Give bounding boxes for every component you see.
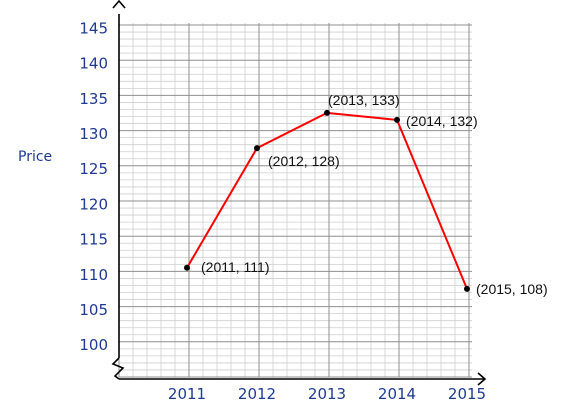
x-tick-label: 2013	[308, 385, 346, 403]
x-tick-label: 2014	[378, 385, 416, 403]
y-tick-label: 125	[79, 160, 108, 178]
data-label: (2013, 133)	[328, 92, 400, 108]
data-point	[184, 264, 190, 271]
point-labels: (2011, 111) (2012, 128) (2013, 133) (2014, …	[201, 92, 548, 297]
data-label: (2014, 132)	[406, 113, 478, 129]
y-tick-label: 130	[79, 125, 108, 143]
y-axis-arrow	[112, 0, 126, 9]
data-label: (2015, 108)	[476, 281, 548, 297]
y-tick-label: 105	[79, 301, 108, 319]
data-label: (2011, 111)	[201, 259, 270, 275]
data-point	[394, 116, 400, 123]
axis-break-icon	[111, 357, 125, 380]
minor-gridlines	[119, 23, 472, 377]
x-axis-arrow	[477, 372, 487, 386]
data-point	[324, 109, 330, 116]
x-tick-label: 2012	[238, 385, 276, 403]
x-tick-labels: 2011 2012 2013 2014 2015	[168, 385, 486, 403]
y-tick-labels: 100 105 110 115 120 125 130 135 140 145	[79, 19, 108, 354]
y-tick-label: 145	[79, 19, 108, 37]
y-tick-label: 100	[79, 336, 108, 354]
data-point	[464, 285, 470, 292]
axes	[111, 0, 487, 386]
data-label: (2012, 128)	[268, 153, 340, 169]
x-tick-label: 2011	[168, 385, 206, 403]
y-tick-label: 120	[79, 195, 108, 213]
y-tick-label: 140	[79, 55, 108, 73]
y-axis-title: Price	[18, 149, 52, 165]
major-gridlines	[118, 23, 472, 378]
series-price	[184, 109, 470, 292]
data-point	[254, 145, 260, 152]
x-tick-label: 2015	[448, 385, 486, 403]
y-tick-label: 115	[79, 231, 108, 249]
y-tick-label: 110	[79, 266, 108, 284]
y-tick-label: 135	[79, 90, 108, 108]
